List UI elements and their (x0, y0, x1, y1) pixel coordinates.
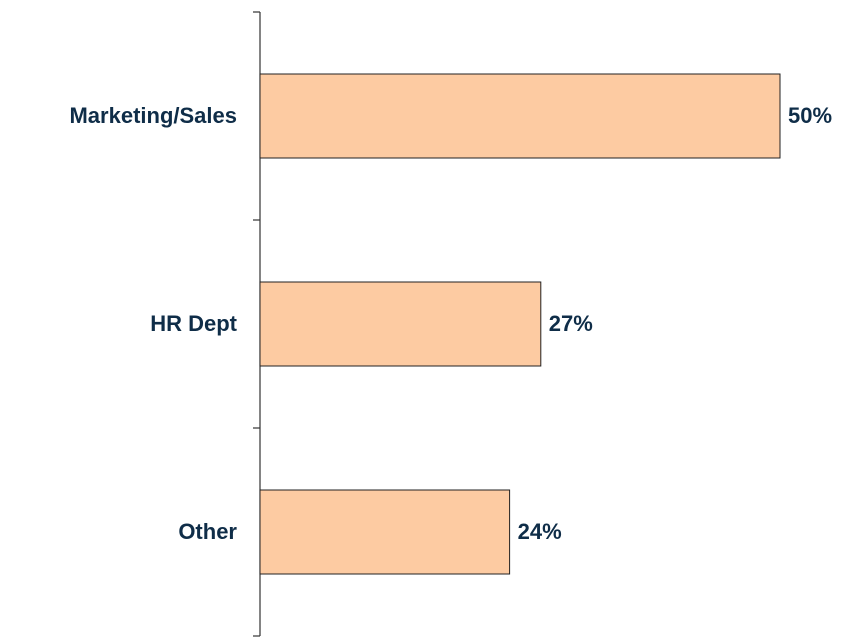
category-label: Other (178, 519, 237, 544)
category-label: HR Dept (150, 311, 237, 336)
data-label: 27% (549, 311, 593, 336)
bar (259, 281, 542, 367)
bar (259, 73, 781, 159)
data-label: 24% (518, 519, 562, 544)
bar (259, 489, 511, 575)
data-label: 50% (788, 103, 832, 128)
category-label: Marketing/Sales (69, 103, 237, 128)
